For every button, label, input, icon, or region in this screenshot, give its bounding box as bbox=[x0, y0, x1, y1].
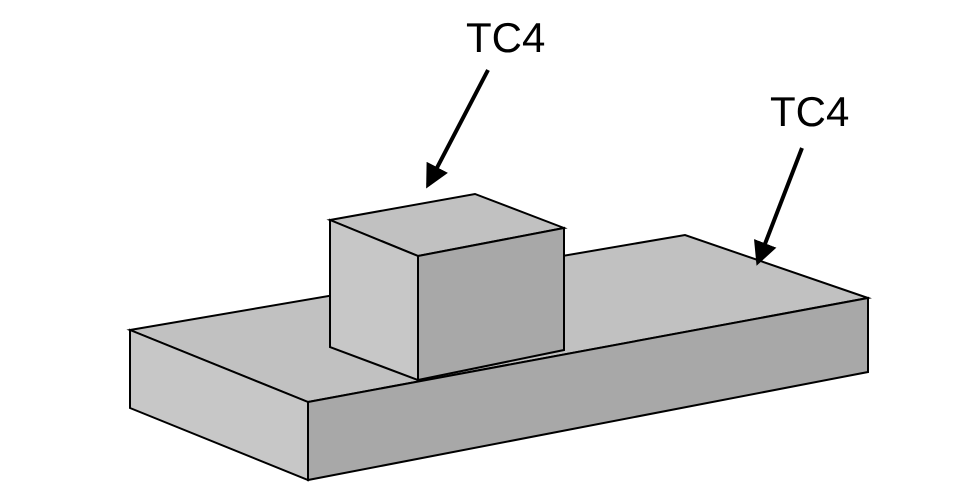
arrow-to-cube bbox=[428, 70, 488, 185]
diagram-stage: TC4 TC4 bbox=[0, 0, 980, 501]
arrows-svg bbox=[0, 0, 980, 501]
arrow-to-slab bbox=[758, 148, 802, 262]
label-slab: TC4 bbox=[770, 88, 849, 136]
label-cube: TC4 bbox=[466, 14, 545, 62]
